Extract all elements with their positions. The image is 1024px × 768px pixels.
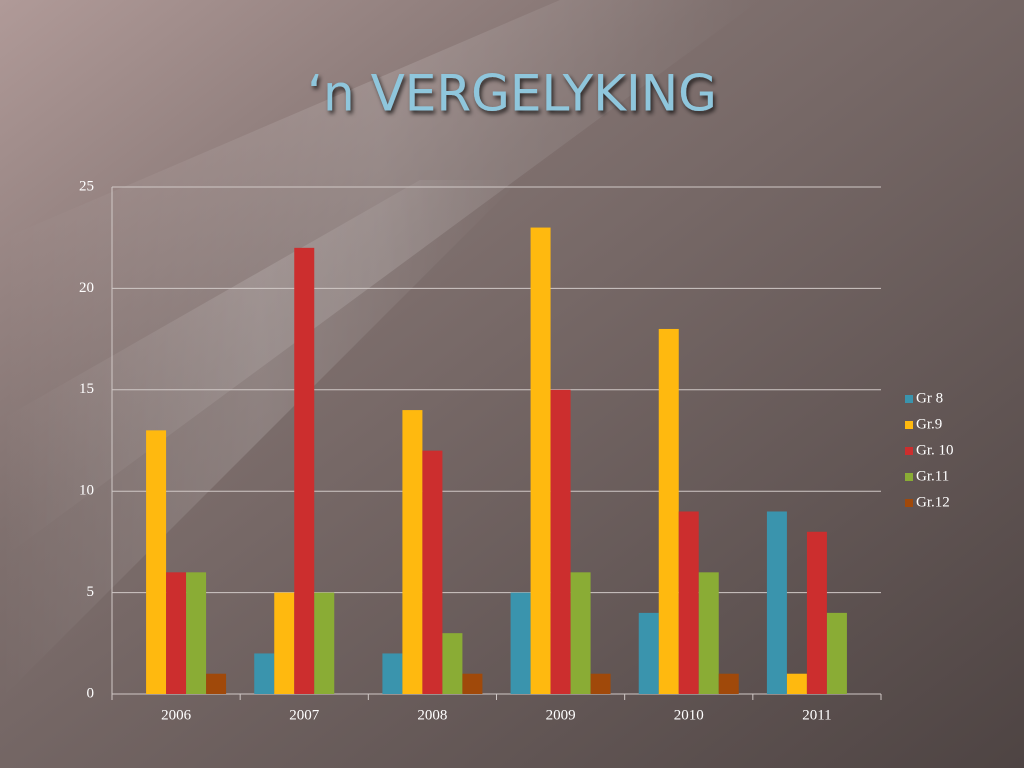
chart: 0 5 10 15 20 25 2006 2007 2008 2009 2010 2011 Gr 8 Gr… xyxy=(79,178,954,723)
bar xyxy=(146,430,167,694)
bar xyxy=(718,673,739,694)
bar xyxy=(382,653,403,694)
bar xyxy=(402,410,423,694)
y-tick-label: 5 xyxy=(87,584,95,600)
x-tick-label: 2007 xyxy=(289,707,320,723)
chart-title: ‘n VERGELYKING xyxy=(307,65,717,123)
bar xyxy=(314,592,335,694)
y-tick-label: 0 xyxy=(87,685,95,701)
x-tick-label: 2008 xyxy=(417,707,447,723)
bar xyxy=(462,673,483,694)
legend-label: Gr.12 xyxy=(916,494,950,510)
bar xyxy=(826,612,847,694)
bar xyxy=(166,572,187,694)
bar xyxy=(442,633,463,694)
legend-label: Gr. 10 xyxy=(916,442,954,458)
legend-swatch xyxy=(905,499,913,507)
bar xyxy=(274,592,295,694)
bar xyxy=(206,673,227,694)
legend-swatch xyxy=(905,421,913,429)
x-tick-label: 2011 xyxy=(802,707,831,723)
legend-swatch xyxy=(905,473,913,481)
light-streak xyxy=(0,180,520,700)
x-tick-label: 2010 xyxy=(674,707,704,723)
y-tick-label: 20 xyxy=(79,280,94,296)
x-tick-label: 2009 xyxy=(546,707,576,723)
bar xyxy=(766,511,787,694)
bar xyxy=(678,511,699,694)
bar xyxy=(786,673,807,694)
bar xyxy=(638,612,659,694)
bar xyxy=(294,247,315,694)
legend-swatch xyxy=(905,395,913,403)
bar xyxy=(658,328,679,694)
bar xyxy=(530,227,551,694)
bar xyxy=(550,389,571,694)
legend-label: Gr.9 xyxy=(916,416,942,432)
bar xyxy=(698,572,719,694)
y-tick-label: 15 xyxy=(79,381,94,397)
bar xyxy=(570,572,591,694)
bar xyxy=(422,450,443,694)
y-tick-label: 25 xyxy=(79,178,94,194)
bar xyxy=(806,531,827,694)
x-tick-label: 2006 xyxy=(161,707,192,723)
bar xyxy=(590,673,611,694)
legend-swatch xyxy=(905,447,913,455)
y-tick-label: 10 xyxy=(79,483,94,499)
bar xyxy=(510,592,531,694)
bar xyxy=(254,653,275,694)
legend-label: Gr 8 xyxy=(916,390,943,406)
legend-label: Gr.11 xyxy=(916,468,949,484)
bar xyxy=(186,572,207,694)
